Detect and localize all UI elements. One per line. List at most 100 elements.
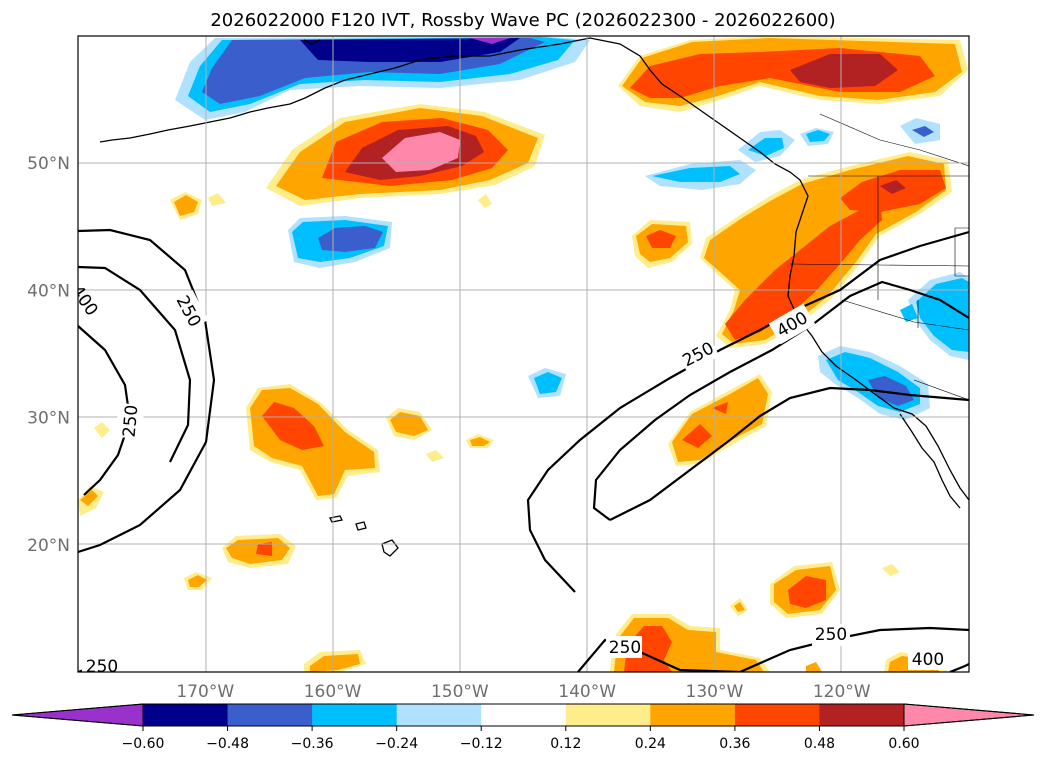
negative-anomaly-region xyxy=(470,38,510,44)
colorbar-tick-label: −0.60 xyxy=(122,736,165,752)
colorbar-tick-label: 0.36 xyxy=(719,736,750,752)
contour-400 xyxy=(609,386,969,521)
colorbar-tick-label: 0.48 xyxy=(804,736,835,752)
clabel-bg xyxy=(72,290,106,322)
coastline xyxy=(899,413,961,509)
positive-anomaly-region xyxy=(712,402,728,414)
negative-anomaly-region xyxy=(912,126,934,137)
colorbar-segment xyxy=(819,704,905,726)
lat-tick-label: 30°N xyxy=(27,409,70,429)
contour-400 xyxy=(949,663,969,672)
positive-anomaly-region xyxy=(880,180,906,194)
colorbar-segment xyxy=(650,704,736,726)
border xyxy=(913,379,969,401)
positive-anomaly-region xyxy=(208,193,226,206)
clabel-bg xyxy=(169,289,209,333)
colorbar-tick-label: −0.36 xyxy=(291,736,334,752)
coastline xyxy=(329,515,343,523)
coastline xyxy=(355,521,367,531)
positive-anomaly-region xyxy=(734,602,745,612)
positive-anomaly-region xyxy=(788,576,826,608)
colorbar-segment xyxy=(143,704,229,726)
positive-anomaly-region xyxy=(470,437,490,446)
negative-anomaly-region xyxy=(318,226,383,252)
negative-anomaly-region xyxy=(748,138,784,156)
positive-anomaly-region xyxy=(390,412,428,436)
lon-tick-label: 160°W xyxy=(304,682,362,702)
contour-250 xyxy=(78,228,216,554)
positive-anomaly-region xyxy=(478,194,492,208)
colorbar-extend-low xyxy=(11,703,144,727)
lon-tick-labels: 170°W 160°W 150°W 140°W 130°W 120°W xyxy=(176,682,870,702)
colorbar-segment xyxy=(565,704,651,726)
colorbar-tick-label: −0.48 xyxy=(206,736,249,752)
chart-title: 2026022000 F120 IVT, Rossby Wave PC (202… xyxy=(210,10,835,31)
border xyxy=(841,299,969,331)
contour-400 xyxy=(78,265,192,463)
positive-anomaly-region xyxy=(382,132,460,172)
clabel-bg xyxy=(82,656,122,672)
map-frame xyxy=(77,35,970,673)
negative-anomaly-region xyxy=(534,372,562,394)
positive-anomaly-region xyxy=(882,564,900,576)
lon-tick-label: 130°W xyxy=(686,682,744,702)
clabel-bg xyxy=(115,402,145,440)
coastline xyxy=(381,539,399,557)
positive-anomaly-region xyxy=(80,490,98,506)
clabel-bg xyxy=(812,624,850,646)
colorbar-tick-label: 0.24 xyxy=(635,736,666,752)
contour-label: 250 xyxy=(815,625,847,645)
coastline xyxy=(99,67,396,143)
colorbar-segment xyxy=(734,704,820,726)
negative-anomaly-region xyxy=(868,376,914,406)
contour-label: 250 xyxy=(609,638,641,658)
coastline xyxy=(394,37,969,501)
colorbar-tick-label: −0.24 xyxy=(375,736,418,752)
positive-anomaly-region xyxy=(174,195,198,216)
positive-anomaly-region xyxy=(426,450,444,462)
colorbar-tick-label: 0.60 xyxy=(888,736,919,752)
clabel-bg xyxy=(606,636,642,658)
negative-anomaly-region xyxy=(900,304,918,322)
contour-label: 250 xyxy=(120,404,143,438)
positive-anomaly-region xyxy=(310,654,360,672)
ivt-anomaly-fields xyxy=(78,36,969,672)
clabel-bg xyxy=(676,334,720,374)
positive-anomaly-region xyxy=(682,424,712,448)
colorbar-segment xyxy=(396,704,482,726)
lon-tick-label: 170°W xyxy=(176,682,234,702)
clabel-bg xyxy=(908,648,948,670)
lat-tick-label: 20°N xyxy=(27,536,70,556)
colorbar: −0.60 −0.48 −0.36 −0.24 −0.12 0.12 0.24 0.36 0.4… xyxy=(11,703,1035,752)
ivt-contour-lines xyxy=(78,228,969,672)
positive-anomaly-region xyxy=(646,230,676,248)
coastlines xyxy=(99,37,969,557)
lat-tick-label: 40°N xyxy=(27,281,70,301)
lon-tick-label: 140°W xyxy=(558,682,616,702)
clabel-bg xyxy=(768,303,816,345)
contour-label: 400 xyxy=(912,650,944,670)
contour-label: 250 xyxy=(86,657,118,677)
positive-anomaly-region xyxy=(188,575,207,587)
positive-anomaly-region xyxy=(256,542,272,556)
contour-250 xyxy=(739,626,969,672)
positive-anomaly-region xyxy=(790,54,898,88)
political-borders xyxy=(789,113,969,401)
colorbar-tick-label: 0.12 xyxy=(550,736,581,752)
lon-tick-label: 150°W xyxy=(431,682,489,702)
colorbar-segment xyxy=(481,704,567,726)
positive-anomaly-region xyxy=(806,662,822,672)
lat-tick-label: 50°N xyxy=(27,154,70,174)
contour-250 xyxy=(526,230,969,593)
negative-anomaly-region xyxy=(806,130,830,142)
colorbar-extend-high xyxy=(903,703,1035,727)
positive-anomaly-region xyxy=(725,200,882,340)
colorbar-segment xyxy=(227,704,313,726)
coastline xyxy=(303,39,321,45)
negative-anomaly-region xyxy=(652,166,740,182)
lon-tick-label: 120°W xyxy=(813,682,871,702)
positive-anomaly-region xyxy=(94,422,110,438)
border xyxy=(954,227,969,277)
